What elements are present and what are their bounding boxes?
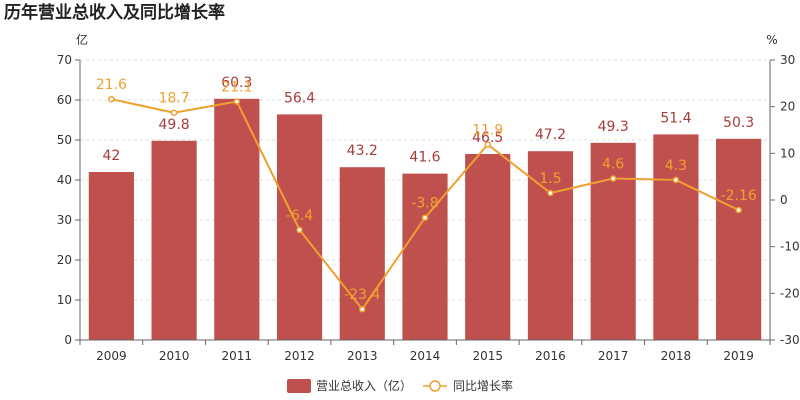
right-tick-label: 10 (780, 146, 795, 160)
x-tick-label: 2010 (159, 349, 190, 363)
growth-rate-point (547, 189, 554, 197)
growth-rate-point (735, 206, 742, 214)
growth-rate-value-label: -3.8 (411, 196, 438, 212)
chart-title: 历年营业总收入及同比增长率 (4, 2, 225, 23)
left-tick-label: 0 (64, 333, 72, 347)
x-tick-label: 2013 (347, 349, 378, 363)
left-axis-unit: 亿 (76, 32, 88, 47)
left-tick-label: 20 (57, 253, 72, 267)
right-tick-label: 30 (780, 53, 795, 67)
growth-rate-value-label: -2.16 (721, 188, 757, 204)
x-tick-label: 2011 (222, 349, 253, 363)
revenue-value-label: 47.2 (535, 127, 566, 143)
revenue-value-label: 46.5 (472, 130, 503, 146)
right-tick-label: -10 (780, 240, 800, 254)
revenue-bars (88, 98, 762, 341)
x-tick-label: 2016 (535, 349, 566, 363)
growth-rate-point (672, 176, 680, 184)
growth-rate-point (108, 95, 115, 103)
revenue-bar (151, 140, 197, 340)
growth-rate-line (108, 95, 742, 313)
right-tick-label: 20 (780, 100, 795, 114)
revenue-bar (339, 167, 385, 340)
growth-rate-point (609, 175, 617, 182)
right-tick-label: -20 (780, 286, 800, 300)
growth-rate-point (296, 226, 303, 234)
growth-rate-value-label: 21.1 (221, 80, 252, 96)
growth-rate-value-label: 11.9 (472, 122, 503, 138)
right-tick-label: 0 (780, 193, 788, 207)
x-tick-label: 2012 (284, 349, 315, 363)
revenue-bar (214, 98, 260, 340)
revenue-bar (716, 138, 762, 340)
revenue-bar (88, 172, 134, 340)
x-tick-label: 2009 (96, 349, 127, 363)
x-tick-label: 2018 (661, 349, 692, 363)
x-tick-label: 2015 (472, 349, 503, 363)
growth-rate-value-label: -6.4 (286, 208, 313, 224)
growth-rate-value-label: 21.6 (96, 77, 127, 93)
right-tick-label: -30 (780, 333, 800, 347)
left-tick-label: 70 (57, 53, 72, 67)
revenue-value-label: 51.4 (660, 110, 691, 126)
revenue-bar (527, 151, 574, 340)
growth-rate-point (484, 141, 491, 148)
growth-rate-value-label: 4.6 (602, 157, 624, 173)
revenue-value-label: 41.6 (409, 150, 440, 166)
revenue-value-label: 49.8 (159, 117, 190, 133)
growth-rate-value-label: 4.3 (665, 158, 687, 174)
left-tick-label: 60 (57, 93, 72, 107)
growth-rate-value-label: 18.7 (159, 91, 190, 107)
left-tick-label: 40 (57, 173, 72, 187)
revenue-bar (653, 134, 699, 340)
legend-rate-marker (429, 380, 441, 392)
left-tick-label: 50 (57, 133, 72, 147)
legend-rate-label: 同比增长率 (453, 378, 513, 393)
growth-rate-point (421, 214, 429, 221)
growth-rate-value-label: 1.5 (539, 171, 561, 187)
growth-rate-point (170, 109, 178, 116)
left-tick-label: 10 (57, 293, 72, 307)
growth-rate-point (233, 98, 241, 105)
data-labels: 42 49.8 60.3 56.4 43.2 41.6 46.5 47.2 49.3 51.4 50… (96, 75, 757, 303)
legend: 营业总收入（亿） 同比增长率 (287, 378, 513, 393)
left-tick-label: 30 (57, 213, 72, 227)
growth-rate-value-label: -23.4 (344, 287, 380, 303)
revenue-value-label: 60.3 (221, 75, 252, 91)
legend-revenue-label: 营业总收入（亿） (316, 378, 412, 393)
revenue-value-label: 42 (102, 148, 120, 164)
legend-revenue-swatch (287, 379, 311, 393)
revenue-bar (465, 154, 511, 340)
right-axis-unit: % (766, 33, 777, 47)
x-tick-label: 2014 (410, 349, 441, 363)
axes: 0 10 20 30 40 50 60 70 -30 -20 -10 0 10 20 30 2009 2010 2… (57, 53, 800, 363)
x-tick-label: 2017 (598, 349, 629, 363)
revenue-value-label: 50.3 (723, 115, 754, 131)
revenue-value-label: 56.4 (284, 90, 315, 106)
revenue-value-label: 49.3 (598, 119, 629, 135)
x-tick-label: 2019 (723, 349, 754, 363)
revenue-value-label: 43.2 (347, 143, 378, 159)
growth-rate-point (359, 305, 366, 313)
